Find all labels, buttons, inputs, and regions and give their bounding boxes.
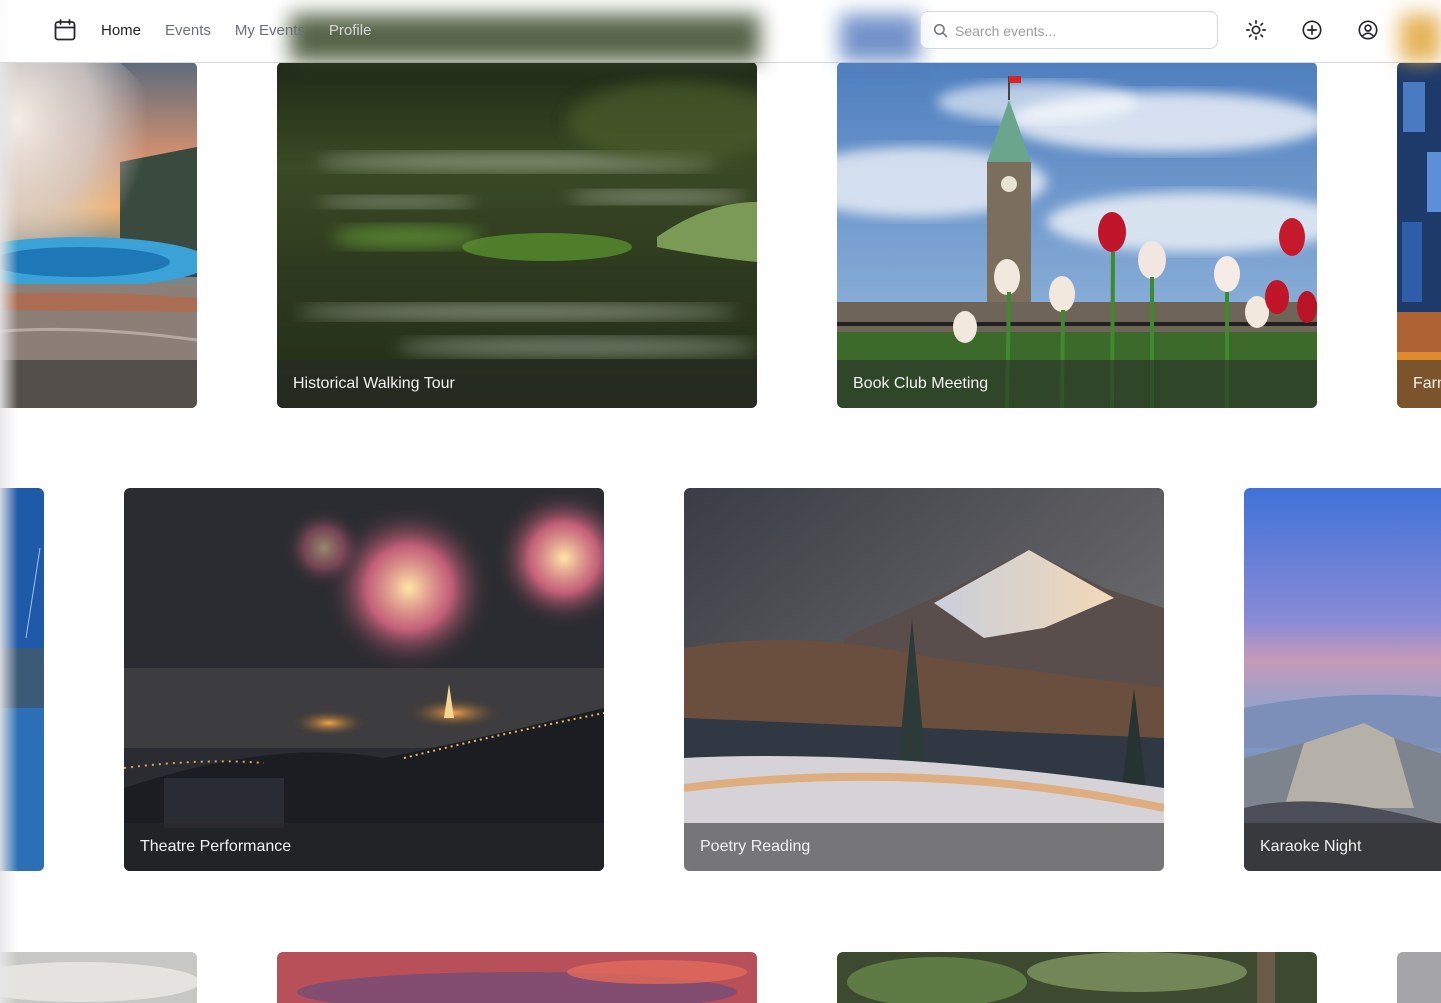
event-card-geyser[interactable] [0, 62, 197, 408]
sun-icon[interactable] [1245, 19, 1267, 41]
misty-image [0, 952, 197, 1003]
sunset-image [277, 952, 757, 1003]
navbar-backdrop-blur [840, 14, 920, 62]
navbar-backdrop-blur [1400, 14, 1441, 62]
plus-circle-icon[interactable] [1301, 19, 1323, 41]
forest-image [837, 952, 1317, 1003]
event-card-theatre-performance[interactable]: Theatre Performance [124, 488, 604, 871]
lily-pad-image [277, 62, 757, 408]
event-card-historical-walking-tour[interactable]: Historical Walking Tour [277, 62, 757, 408]
calendar-icon[interactable] [53, 18, 77, 42]
event-card-title: Poetry Reading [684, 823, 1164, 871]
navbar-backdrop-blur [290, 14, 760, 62]
top-navbar: Home Events My Events Profile [0, 0, 1441, 63]
event-card-title: Theatre Performance [124, 823, 604, 871]
nav-events[interactable]: Events [165, 22, 211, 39]
nav-home[interactable]: Home [101, 22, 142, 39]
nav-my-events[interactable]: My Events [234, 22, 305, 39]
event-card-farm[interactable]: Farm [1397, 62, 1441, 408]
nav-profile[interactable]: Profile [328, 22, 372, 39]
event-card-poetry-reading[interactable]: Poetry Reading [684, 488, 1164, 871]
event-card-title: Book Club Meeting [837, 360, 1317, 408]
event-card-book-club-meeting[interactable]: Book Club Meeting [837, 62, 1317, 408]
mountain-dusk-image [1244, 488, 1441, 871]
search-input[interactable] [953, 12, 1215, 50]
parliament-tulips-image [837, 62, 1317, 408]
main-nav: Home Events My Events Profile [101, 21, 371, 41]
event-card-title: Karaoke Night [1244, 823, 1441, 871]
event-card-row3-4[interactable] [1397, 952, 1441, 1003]
event-card-row3-3[interactable] [837, 952, 1317, 1003]
event-card-row3-1[interactable] [0, 952, 197, 1003]
event-card-title: Farm [1397, 360, 1441, 408]
event-card-row3-2[interactable] [277, 952, 757, 1003]
event-card-title: Historical Walking Tour [277, 360, 757, 408]
search-icon [933, 23, 948, 38]
left-edge-fade [0, 0, 18, 1003]
fireworks-image [124, 488, 604, 871]
search-box [920, 11, 1218, 50]
city-night-image [1397, 62, 1441, 408]
snowy-mountain-image [684, 488, 1164, 871]
event-card-title [0, 360, 197, 408]
event-card-karaoke-night[interactable]: Karaoke Night [1244, 488, 1441, 871]
user-circle-icon[interactable] [1357, 19, 1379, 41]
geyser-image [0, 62, 197, 408]
grey-image [1397, 952, 1441, 1003]
